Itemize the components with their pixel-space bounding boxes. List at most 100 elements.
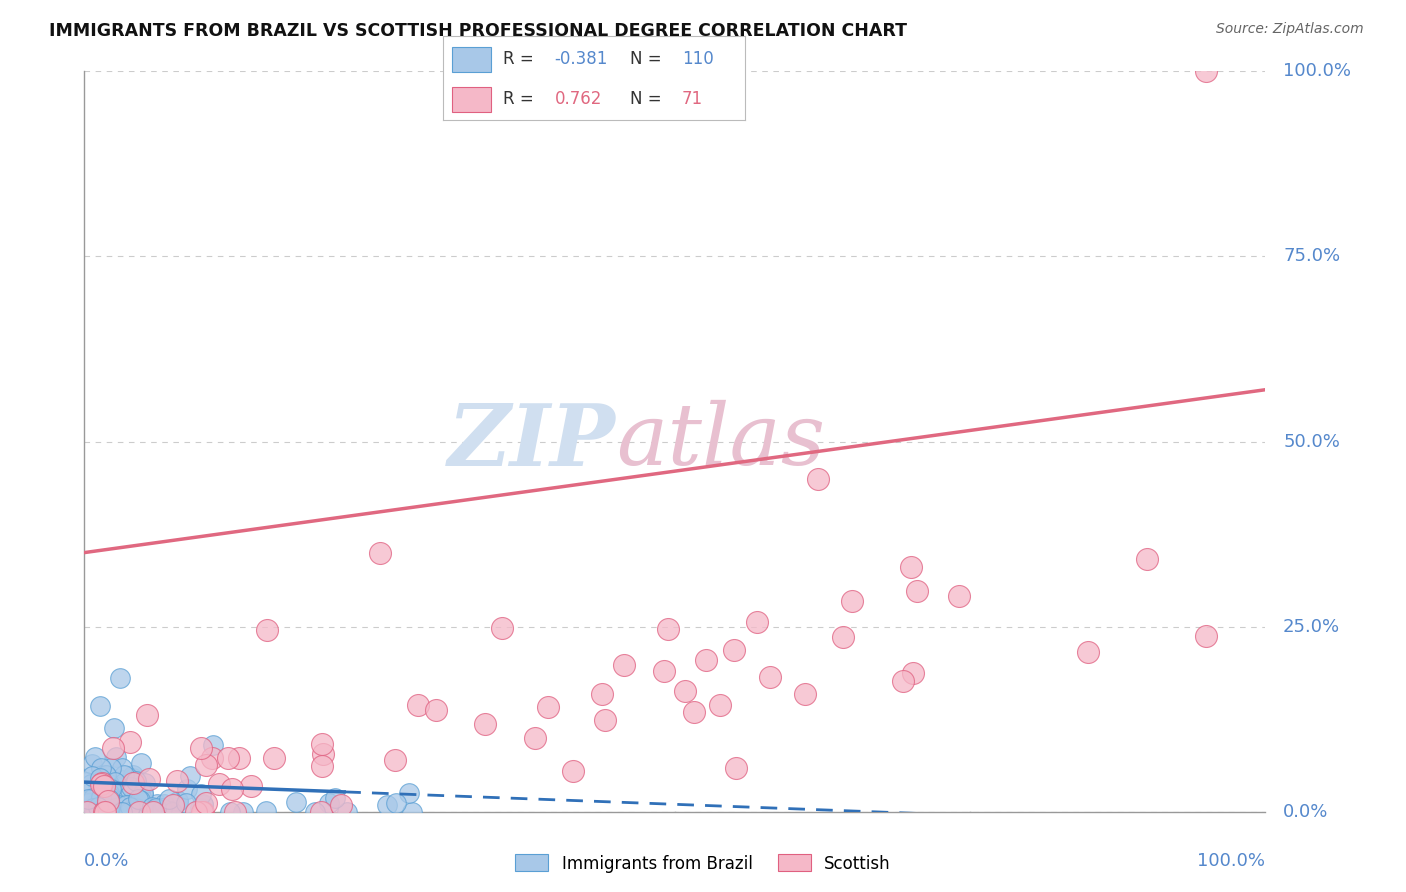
Point xyxy=(112,767,135,781)
Point xyxy=(111,761,134,775)
Point xyxy=(368,546,391,560)
Point xyxy=(83,805,105,819)
Text: N =: N = xyxy=(630,90,668,108)
Text: atlas: atlas xyxy=(616,401,825,483)
Point xyxy=(114,797,136,812)
Point xyxy=(309,805,332,819)
Point xyxy=(80,757,103,772)
Point xyxy=(709,698,731,712)
Text: 50.0%: 50.0% xyxy=(1284,433,1340,450)
Point xyxy=(900,560,922,574)
Point xyxy=(83,805,105,819)
Point xyxy=(125,773,148,788)
Point xyxy=(408,698,430,712)
Point xyxy=(201,738,224,752)
Point xyxy=(613,658,636,673)
Point xyxy=(111,779,134,793)
Text: -0.381: -0.381 xyxy=(555,51,609,69)
Point xyxy=(79,804,101,818)
Point xyxy=(385,796,408,810)
Point xyxy=(425,702,447,716)
Point xyxy=(94,805,117,819)
Point xyxy=(398,786,420,800)
Point xyxy=(174,797,197,811)
Point xyxy=(132,787,155,801)
Point xyxy=(94,768,117,782)
Point xyxy=(537,700,560,714)
Point xyxy=(84,750,107,764)
Point xyxy=(524,731,547,745)
Point xyxy=(1195,64,1218,78)
Point xyxy=(100,780,122,795)
Point xyxy=(97,785,120,799)
Point xyxy=(120,780,142,794)
Point xyxy=(80,769,103,783)
Point xyxy=(97,789,120,803)
Point xyxy=(77,796,100,810)
Point xyxy=(138,772,160,787)
Point xyxy=(87,805,110,819)
Point xyxy=(77,805,100,819)
Point xyxy=(190,741,212,756)
Point xyxy=(256,624,278,638)
Point xyxy=(190,787,212,801)
Point xyxy=(100,782,122,797)
Text: R =: R = xyxy=(503,90,540,108)
Point xyxy=(311,759,333,773)
Point xyxy=(117,797,139,812)
Point xyxy=(176,781,198,796)
Text: N =: N = xyxy=(630,51,668,69)
Point xyxy=(217,751,239,765)
Point xyxy=(80,777,103,791)
Point xyxy=(683,706,706,720)
Point xyxy=(591,687,613,701)
Point xyxy=(103,722,125,736)
Point xyxy=(120,802,142,816)
Point xyxy=(1136,551,1159,566)
Text: 25.0%: 25.0% xyxy=(1284,617,1340,636)
Point xyxy=(120,735,142,749)
Point xyxy=(97,794,120,808)
Point xyxy=(201,751,224,765)
Point xyxy=(141,803,163,817)
Point xyxy=(1195,629,1218,643)
Point xyxy=(90,777,112,791)
Point xyxy=(86,796,108,810)
Point xyxy=(593,714,616,728)
Point xyxy=(145,800,167,814)
Point xyxy=(901,666,924,681)
Point xyxy=(96,780,118,794)
Text: 100.0%: 100.0% xyxy=(1284,62,1351,80)
Point xyxy=(384,753,406,767)
Point xyxy=(311,747,333,761)
Text: 100.0%: 100.0% xyxy=(1198,853,1265,871)
Point xyxy=(77,792,100,806)
Point xyxy=(162,798,184,813)
Point xyxy=(723,643,745,657)
Point xyxy=(103,775,125,789)
Point xyxy=(90,775,112,789)
Point xyxy=(166,794,188,808)
Point xyxy=(284,795,307,809)
Point xyxy=(318,796,340,810)
Point xyxy=(107,798,129,813)
Point xyxy=(122,768,145,782)
Point xyxy=(108,805,131,819)
Point xyxy=(807,472,830,486)
Point xyxy=(100,761,122,775)
Point xyxy=(724,761,747,775)
Legend: Immigrants from Brazil, Scottish: Immigrants from Brazil, Scottish xyxy=(509,847,897,880)
Point xyxy=(304,805,326,819)
Point xyxy=(832,630,855,644)
Point xyxy=(89,698,111,713)
Point xyxy=(323,790,346,805)
Point xyxy=(194,757,217,772)
Text: 0.0%: 0.0% xyxy=(84,853,129,871)
Point xyxy=(794,687,817,701)
Point xyxy=(101,741,124,756)
Point xyxy=(562,764,585,778)
Point xyxy=(491,621,513,635)
Point xyxy=(377,797,399,812)
Point xyxy=(153,797,176,811)
Point xyxy=(948,589,970,603)
